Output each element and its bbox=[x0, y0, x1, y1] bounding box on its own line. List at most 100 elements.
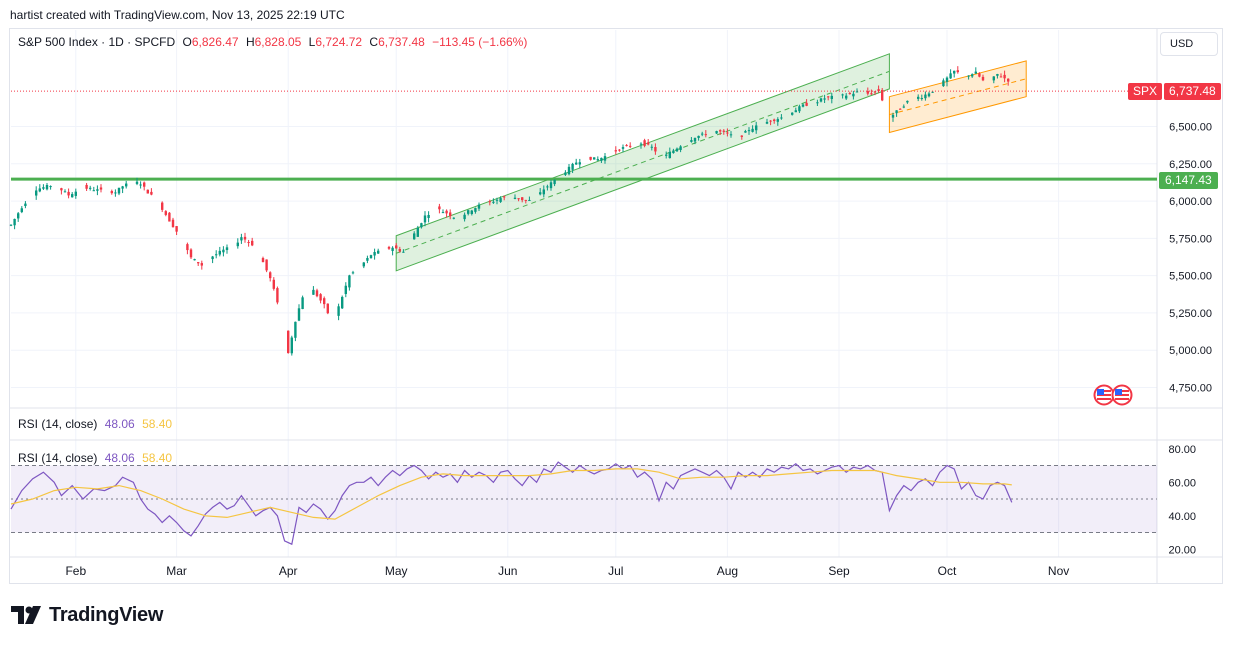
candle-body bbox=[413, 233, 416, 240]
currency-button[interactable]: USD bbox=[1160, 32, 1218, 56]
candle-body bbox=[625, 145, 628, 147]
candle-body bbox=[186, 244, 189, 251]
candle-body bbox=[477, 204, 481, 209]
candle-body bbox=[402, 251, 405, 253]
candle-body bbox=[200, 263, 203, 266]
candle-body bbox=[852, 93, 855, 97]
candle-body bbox=[503, 196, 506, 198]
candle-body bbox=[578, 162, 581, 165]
candle-body bbox=[193, 259, 196, 261]
candle-body bbox=[603, 156, 607, 161]
candle-body bbox=[463, 214, 466, 220]
price-tick-label: 4,750.00 bbox=[1169, 383, 1212, 395]
candle-body bbox=[895, 110, 898, 114]
close-value: 6,737.48 bbox=[378, 35, 425, 49]
candle-body bbox=[902, 106, 905, 108]
candle-body bbox=[769, 120, 772, 122]
price-tick-label: 5,750.00 bbox=[1169, 233, 1212, 245]
candle-body bbox=[369, 255, 373, 259]
candle-body bbox=[726, 132, 729, 134]
candle-body bbox=[60, 188, 63, 191]
rsi-tick-label: 80.00 bbox=[1168, 444, 1196, 456]
candle-body bbox=[398, 249, 401, 252]
candle-body bbox=[294, 321, 297, 338]
candle-body bbox=[841, 94, 844, 96]
candle-body bbox=[675, 148, 679, 152]
candle-body bbox=[816, 102, 819, 104]
candle-body bbox=[668, 151, 671, 159]
candle-body bbox=[553, 179, 556, 185]
symbol-label: S&P 500 Index · 1D · SPCFD bbox=[18, 35, 176, 49]
candle-body bbox=[729, 134, 733, 136]
change-value: −113.45 (−1.66%) bbox=[432, 35, 528, 49]
candle-body bbox=[665, 154, 668, 156]
candle-body bbox=[722, 130, 725, 132]
candle-body bbox=[272, 279, 275, 289]
rsi-tick-label: 60.00 bbox=[1168, 477, 1196, 489]
candle-body bbox=[927, 93, 931, 97]
trend-channel-midline-2 bbox=[889, 78, 1027, 116]
candle-body bbox=[71, 194, 74, 198]
candle-body bbox=[1003, 74, 1006, 79]
candle-body bbox=[9, 224, 13, 226]
time-tick-label: Oct bbox=[938, 564, 957, 578]
candle-body bbox=[571, 163, 574, 170]
candle-body bbox=[297, 308, 301, 321]
candle-body bbox=[63, 191, 67, 193]
candle-body bbox=[215, 254, 218, 256]
candle-body bbox=[999, 76, 1003, 78]
candle-body bbox=[89, 187, 92, 189]
candle-body bbox=[974, 71, 977, 74]
candle-body bbox=[20, 208, 23, 213]
open-value: 6,826.47 bbox=[191, 35, 239, 49]
rsi-legend-pane: RSI (14, close) 48.06 58.40 bbox=[18, 451, 176, 465]
candle-body bbox=[438, 206, 441, 210]
time-tick-label: Aug bbox=[717, 564, 738, 578]
candle-body bbox=[942, 80, 945, 87]
candle-body bbox=[161, 202, 164, 210]
rsi-legend-top: RSI (14, close) 48.06 58.40 bbox=[18, 417, 176, 431]
candle-body bbox=[499, 198, 502, 202]
candle-body bbox=[168, 212, 171, 222]
candle-body bbox=[981, 76, 985, 81]
candle-body bbox=[845, 95, 848, 99]
time-tick-label: Jul bbox=[608, 564, 623, 578]
candle-body bbox=[150, 191, 153, 195]
candle-body bbox=[589, 156, 592, 160]
price-tick-label: 5,000.00 bbox=[1169, 345, 1212, 357]
us-flag-icon[interactable] bbox=[1093, 384, 1135, 406]
candle-body bbox=[542, 189, 545, 195]
candle-body bbox=[780, 117, 783, 119]
candle-body bbox=[773, 119, 776, 122]
candle-body bbox=[326, 303, 329, 314]
rsi-series-ma bbox=[10, 468, 1012, 520]
candle-body bbox=[114, 192, 117, 194]
candle-body bbox=[395, 245, 398, 249]
candle-body bbox=[301, 297, 304, 310]
candle-body bbox=[474, 208, 477, 212]
candle-body bbox=[697, 135, 700, 138]
candle-body bbox=[870, 93, 873, 95]
candle-body bbox=[416, 227, 419, 237]
candle-body bbox=[110, 191, 113, 194]
candle-body bbox=[798, 106, 801, 112]
candle-body bbox=[222, 249, 225, 253]
candle-body bbox=[427, 214, 430, 218]
time-tick-label: Sep bbox=[828, 564, 850, 578]
candle-body bbox=[344, 285, 347, 295]
candle-body bbox=[351, 272, 355, 274]
candle-body bbox=[492, 201, 495, 203]
candle-body bbox=[92, 190, 95, 192]
candle-body bbox=[740, 135, 743, 137]
low-label: L bbox=[308, 35, 316, 49]
candle-body bbox=[971, 74, 974, 77]
candle-body bbox=[287, 330, 290, 353]
candle-body bbox=[240, 237, 243, 241]
candle-body bbox=[265, 259, 268, 271]
candle-body bbox=[639, 143, 643, 145]
candle-body bbox=[521, 197, 524, 201]
candle-body bbox=[441, 212, 445, 214]
candle-body bbox=[189, 249, 193, 258]
candle-body bbox=[377, 250, 380, 254]
